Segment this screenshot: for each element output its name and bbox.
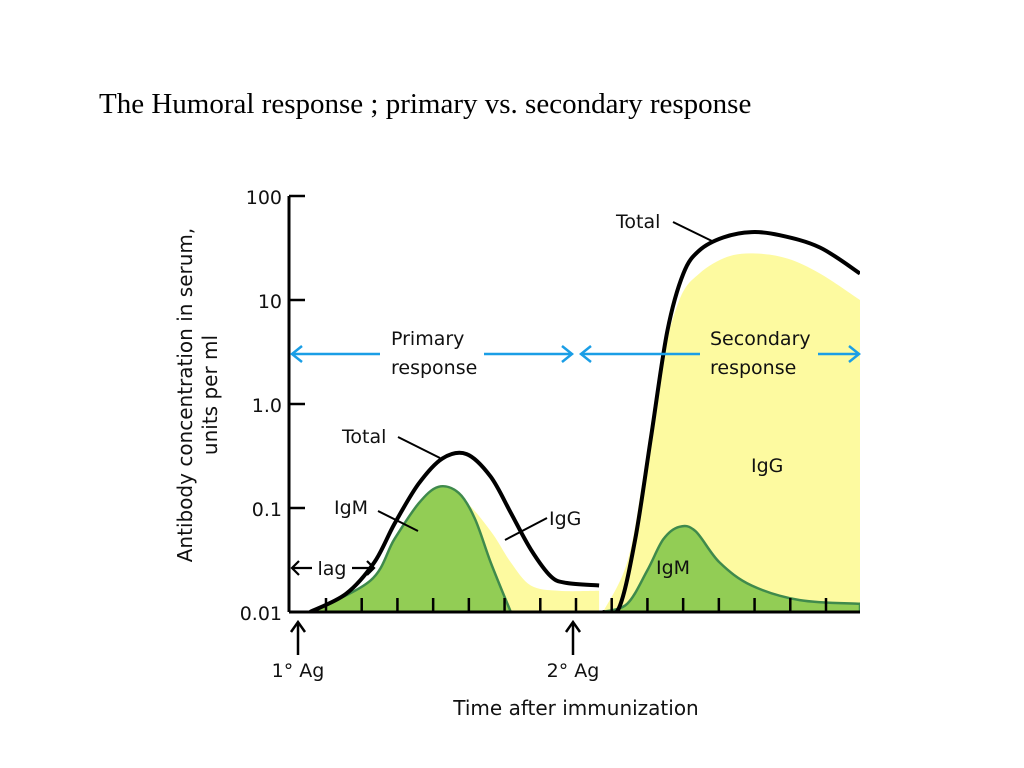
y-ticks bbox=[289, 194, 305, 614]
igg-primary-leader bbox=[504, 517, 548, 541]
y-tick-label: 10 bbox=[258, 291, 282, 313]
y-tick-label: 1.0 bbox=[252, 395, 282, 417]
igm-primary-leader bbox=[377, 510, 419, 532]
primary-ag-arrow bbox=[289, 619, 307, 655]
secondary-response-label-line2: response bbox=[710, 357, 796, 379]
secondary-response-arrow bbox=[578, 345, 862, 363]
igm-secondary-label: IgM bbox=[656, 557, 690, 579]
primary-response-arrow bbox=[289, 345, 575, 363]
plot-area bbox=[308, 230, 860, 612]
total-secondary-label: Total bbox=[615, 211, 660, 233]
slide-title: The Humoral response ; primary vs. secon… bbox=[99, 88, 752, 120]
y-axis-title-line2: units per ml bbox=[198, 335, 222, 455]
igg-secondary-area bbox=[603, 253, 860, 612]
secondary-ag-arrow bbox=[564, 619, 582, 655]
secondary-response-label-line1: Secondary bbox=[710, 328, 811, 350]
igg-primary-label: IgG bbox=[549, 508, 581, 530]
igm-primary-label: IgM bbox=[334, 497, 368, 519]
total-secondary-line bbox=[602, 230, 860, 612]
x-axis-title: Time after immunization bbox=[452, 696, 698, 720]
total-secondary-leader bbox=[672, 221, 715, 243]
y-axis-title: Antibody concentration in serum, units p… bbox=[173, 228, 222, 563]
y-tick-label: 100 bbox=[246, 187, 282, 209]
total-primary-label: Total bbox=[341, 426, 386, 448]
x-ticks bbox=[324, 598, 828, 612]
igg-secondary-label: IgG bbox=[751, 455, 783, 477]
igm-primary-area bbox=[308, 484, 513, 612]
igm-secondary-area bbox=[601, 524, 860, 612]
lag-arrows bbox=[290, 560, 376, 576]
primary-response-label-line1: Primary bbox=[391, 328, 464, 350]
total-primary-leader bbox=[397, 436, 441, 459]
secondary-ag-label: 2° Ag bbox=[547, 660, 600, 682]
y-tick-label: 0.1 bbox=[252, 499, 282, 521]
primary-response-label-line2: response bbox=[391, 357, 477, 379]
y-tick-label: 0.01 bbox=[240, 603, 282, 625]
total-primary-line bbox=[309, 450, 600, 612]
primary-ag-label: 1° Ag bbox=[272, 660, 325, 682]
y-axis-title-line1: Antibody concentration in serum, bbox=[173, 228, 197, 563]
lag-label: lag bbox=[318, 558, 347, 580]
